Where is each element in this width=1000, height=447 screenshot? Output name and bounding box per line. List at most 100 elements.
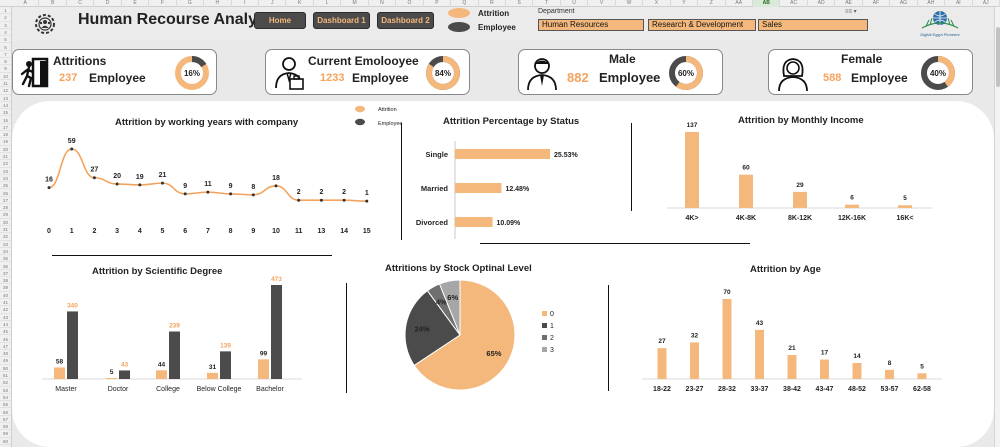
column-header-cell[interactable]: AF — [863, 0, 891, 7]
row-header-cell[interactable]: 59 — [0, 430, 11, 438]
row-header-cell[interactable]: 58 — [0, 423, 11, 431]
column-header-cell[interactable]: U — [561, 0, 589, 7]
column-header-cell[interactable]: Z — [698, 0, 726, 7]
nav-home-button[interactable]: Home — [254, 12, 306, 29]
row-header-cell[interactable]: 37 — [0, 270, 11, 278]
slicer-research-development[interactable]: Research & Development — [648, 19, 756, 31]
column-header-cell[interactable]: F — [149, 0, 177, 7]
column-header-cell[interactable]: X — [643, 0, 671, 7]
row-header-cell[interactable]: 43 — [0, 314, 11, 321]
row-header-cell[interactable]: 60 — [0, 438, 11, 445]
column-header-cell[interactable]: B — [39, 0, 67, 7]
row-header-cell[interactable]: 36 — [0, 263, 11, 270]
column-header-cell[interactable]: A — [12, 0, 40, 7]
row-header-cell[interactable]: 12 — [0, 87, 11, 95]
column-header-cell[interactable]: AD — [808, 0, 836, 7]
row-header-cell[interactable]: 46 — [0, 336, 11, 343]
slicer-filter-icon[interactable]: ≡≡ ▾ — [845, 9, 857, 15]
column-header-cell[interactable]: E — [122, 0, 150, 7]
column-header-cell[interactable]: Q — [451, 0, 479, 7]
row-header-cell[interactable]: 52 — [0, 379, 11, 387]
row-header-cell[interactable]: 21 — [0, 153, 11, 161]
row-header-cell[interactable]: 1 — [0, 7, 11, 15]
row-header-cell[interactable]: 38 — [0, 277, 11, 285]
row-header-cell[interactable]: 34 — [0, 248, 11, 256]
column-header-cell[interactable]: J — [259, 0, 287, 7]
row-header-cell[interactable]: 40 — [0, 292, 11, 299]
row-header-cell[interactable]: 28 — [0, 204, 11, 212]
slicer-human-resources[interactable]: Human Resources — [538, 19, 644, 31]
nav-dashboard-1-button[interactable]: Dashboard 1 — [313, 12, 370, 29]
column-header-cell[interactable]: P — [424, 0, 452, 7]
column-header-cell[interactable]: S — [506, 0, 534, 7]
row-header-cell[interactable]: 16 — [0, 117, 11, 124]
column-header-cell[interactable]: N — [369, 0, 397, 7]
row-header-cell[interactable]: 35 — [0, 255, 11, 263]
column-header-cell[interactable]: L — [314, 0, 342, 7]
row-header-cell[interactable]: 57 — [0, 416, 11, 424]
column-header-cell[interactable]: K — [286, 0, 314, 7]
column-header-cell[interactable]: AJ — [973, 0, 1000, 7]
row-header-cell[interactable]: 29 — [0, 211, 11, 219]
scrollbar-thumb[interactable] — [996, 27, 1000, 87]
row-header-cell[interactable]: 22 — [0, 160, 11, 168]
row-header-cell[interactable]: 56 — [0, 409, 11, 416]
row-header-cell[interactable]: 39 — [0, 284, 11, 292]
row-header-cell[interactable]: 42 — [0, 306, 11, 314]
row-header-cell[interactable]: 23 — [0, 168, 11, 175]
row-header-cell[interactable]: 7 — [0, 51, 11, 59]
row-header-cell[interactable]: 19 — [0, 138, 11, 146]
row-header-cell[interactable]: 54 — [0, 394, 11, 402]
column-header-cell[interactable]: W — [616, 0, 644, 7]
column-header-cell[interactable]: M — [341, 0, 369, 7]
row-header-cell[interactable]: 44 — [0, 321, 11, 329]
column-header-cell[interactable]: AE — [835, 0, 863, 7]
row-header-cell[interactable]: 13 — [0, 95, 11, 102]
row-header-cell[interactable]: 47 — [0, 343, 11, 351]
row-header-cell[interactable]: 15 — [0, 109, 11, 117]
slicer-sales[interactable]: Sales — [758, 19, 868, 31]
column-header-cell[interactable]: G — [177, 0, 205, 7]
row-header-cell[interactable]: 48 — [0, 350, 11, 358]
column-header-cell[interactable]: V — [588, 0, 616, 7]
row-header-cell[interactable]: 30 — [0, 219, 11, 226]
row-header-cell[interactable]: 8 — [0, 58, 11, 66]
row-header-cell[interactable]: 5 — [0, 36, 11, 44]
row-header-cell[interactable]: 17 — [0, 124, 11, 132]
column-header-cell[interactable]: AC — [780, 0, 808, 7]
row-header-cell[interactable]: 25 — [0, 182, 11, 190]
column-header-cell[interactable]: T — [533, 0, 561, 7]
row-header-cell[interactable]: 32 — [0, 233, 11, 241]
nav-dashboard-2-button[interactable]: Dashboard 2 — [377, 12, 434, 29]
column-header-cell[interactable]: AB — [753, 0, 781, 7]
row-header-cell[interactable]: 26 — [0, 190, 11, 197]
row-header-cell[interactable]: 10 — [0, 73, 11, 80]
column-header-cell[interactable]: AA — [726, 0, 753, 7]
column-header-cell[interactable]: R — [479, 0, 506, 7]
row-header-cell[interactable]: 45 — [0, 328, 11, 336]
row-header-cell[interactable]: 24 — [0, 175, 11, 183]
column-header-cell[interactable]: O — [396, 0, 424, 7]
column-header-cell[interactable]: Y — [671, 0, 699, 7]
row-header-cell[interactable]: 41 — [0, 299, 11, 307]
row-header-cell[interactable]: 6 — [0, 44, 11, 51]
row-header-cell[interactable]: 2 — [0, 14, 11, 22]
row-header-cell[interactable]: 18 — [0, 131, 11, 139]
row-header-cell[interactable]: 31 — [0, 226, 11, 234]
row-header-cell[interactable]: 20 — [0, 146, 11, 153]
row-header-cell[interactable]: 49 — [0, 357, 11, 365]
row-header-cell[interactable]: 9 — [0, 65, 11, 73]
row-header-cell[interactable]: 4 — [0, 29, 11, 37]
column-header-cell[interactable]: AI — [945, 0, 973, 7]
row-header-cell[interactable]: 3 — [0, 22, 11, 29]
column-header-cell[interactable]: C — [67, 0, 95, 7]
vertical-scrollbar[interactable] — [994, 7, 1000, 447]
row-header-cell[interactable]: 11 — [0, 80, 11, 88]
column-header-cell[interactable]: I — [232, 0, 259, 7]
column-header-cell[interactable]: D — [94, 0, 122, 7]
row-header-cell[interactable]: 50 — [0, 365, 11, 372]
column-header-cell[interactable]: AG — [890, 0, 918, 7]
row-header-cell[interactable]: 53 — [0, 387, 11, 394]
row-header-cell[interactable]: 55 — [0, 401, 11, 409]
row-header-cell[interactable]: 14 — [0, 102, 11, 110]
